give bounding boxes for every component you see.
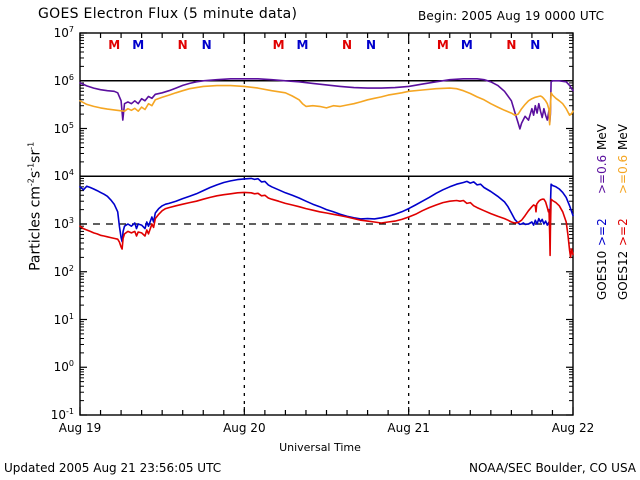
event-marker-n: N — [365, 38, 377, 52]
y-tick-label: 101 — [53, 311, 74, 327]
legend-entry-low-energy: >=2 — [595, 218, 609, 246]
x-axis-label: Universal Time — [279, 441, 361, 454]
x-tick-label: Aug 19 — [58, 421, 102, 435]
series-line — [79, 177, 574, 243]
event-marker-m: M — [296, 38, 309, 52]
event-marker-m: M — [272, 38, 285, 52]
event-marker-n: N — [177, 38, 188, 52]
event-marker-m: M — [108, 38, 121, 52]
y-tick-label: 10-1 — [50, 407, 74, 422]
legend-entry-low-energy: >=2 — [616, 218, 630, 246]
y-tick-label: 102 — [53, 263, 74, 279]
event-marker-m: M — [132, 38, 145, 52]
event-marker-n: N — [506, 38, 517, 52]
event-marker-m: M — [460, 38, 473, 52]
updated-timestamp: Updated 2005 Aug 21 23:56:05 UTC — [4, 461, 222, 475]
y-tick-label: 107 — [53, 25, 74, 40]
x-tick-label: Aug 21 — [387, 421, 430, 435]
legend-unit: MeV — [595, 124, 609, 150]
legend-satellite: GOES12 — [616, 250, 630, 300]
x-tick-label: Aug 22 — [551, 421, 595, 435]
legend-unit: MeV — [616, 124, 630, 150]
series-line — [79, 78, 574, 130]
legend-satellite: GOES10 — [595, 250, 609, 300]
y-tick-label: 103 — [53, 216, 74, 231]
y-tick-label: 100 — [53, 359, 74, 375]
legend-entry-high-energy: >=0.6 — [595, 154, 609, 194]
series-line — [79, 84, 574, 126]
legend-entry-high-energy: >=0.6 — [616, 154, 630, 194]
x-tick-label: Aug 20 — [223, 421, 266, 435]
credit-label: NOAA/SEC Boulder, CO USA — [469, 461, 636, 475]
y-tick-label: 106 — [53, 72, 74, 88]
event-marker-n: N — [201, 38, 212, 52]
event-marker-n: N — [530, 38, 541, 52]
page-title: GOES Electron Flux (5 minute data) — [38, 6, 298, 22]
y-tick-label: 104 — [53, 168, 74, 184]
y-tick-label: 105 — [53, 120, 74, 136]
event-marker-n: N — [342, 38, 353, 52]
begin-time-label: Begin: 2005 Aug 19 0000 UTC — [418, 9, 605, 23]
series-line — [79, 191, 574, 259]
event-marker-m: M — [436, 38, 449, 52]
